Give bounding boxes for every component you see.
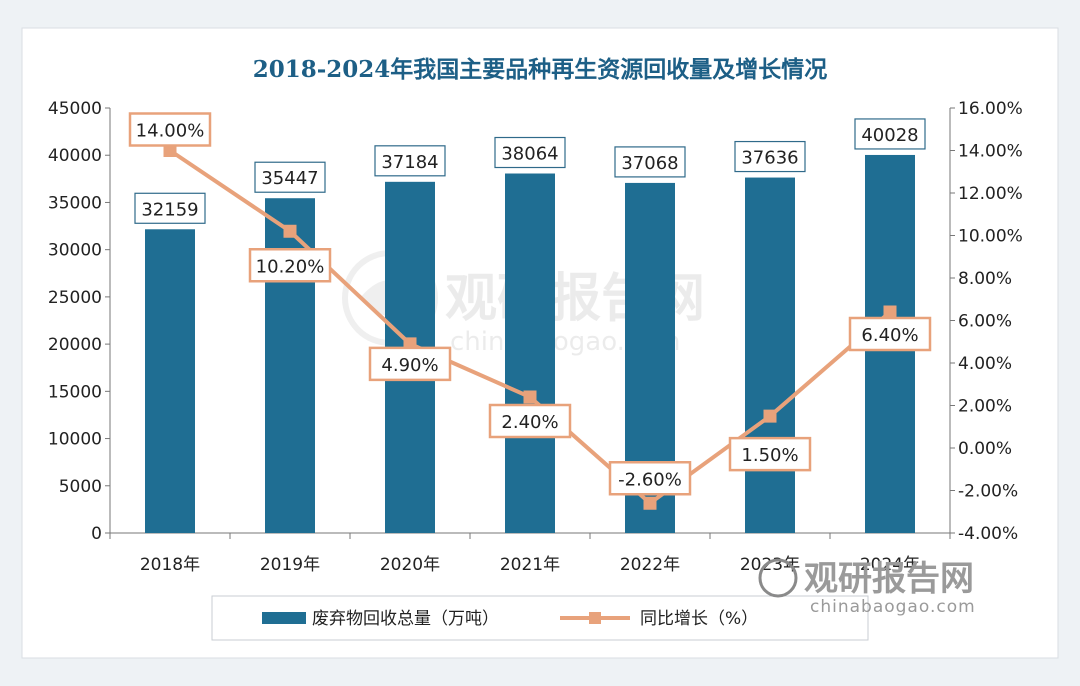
growth-data-label: -2.60%: [618, 469, 682, 490]
growth-data-label: 1.50%: [741, 445, 798, 466]
bar-data-label: 37184: [381, 152, 438, 173]
bar-data-label: 32159: [141, 199, 198, 220]
growth-data-label: 10.20%: [256, 256, 325, 277]
watermark-site-corner: chinabaogao.com: [810, 597, 976, 617]
growth-point-2022年: [643, 496, 657, 510]
y-left-tick-label: 20000: [48, 335, 102, 355]
growth-point-2018年: [163, 144, 177, 157]
watermark-brand-corner: 观研报告网: [804, 559, 974, 599]
y-right-tick-label: 6.00%: [958, 312, 1012, 332]
x-tick-label: 2024年: [860, 555, 920, 575]
growth-data-label-box: [848, 316, 932, 352]
y-right-tick-label: -2.00%: [958, 482, 1018, 502]
bar-data-label: 40028: [861, 125, 918, 146]
legend-bar-swatch: [262, 612, 306, 624]
growth-data-label-box: [728, 436, 812, 472]
growth-data-label: 6.40%: [861, 325, 918, 346]
legend: 废弃物回收总量（万吨） 同比增长（%）: [211, 595, 869, 641]
x-tick-label: 2018年: [140, 555, 200, 575]
bar-data-label-box: [854, 118, 926, 150]
y-left-tick-label: 0: [91, 524, 102, 544]
growth-point-2019年: [283, 224, 297, 238]
legend-line-label: 同比增长（%）: [640, 609, 758, 629]
y-left-tick-label: 10000: [48, 430, 102, 450]
bar-2018年: [145, 229, 195, 533]
y-left-tick-label: 15000: [48, 382, 102, 402]
x-tick-label: 2021年: [500, 555, 560, 575]
bar-data-label-box: [254, 161, 326, 193]
legend-line-marker: [589, 612, 601, 624]
growth-point-2024年: [883, 305, 897, 319]
growth-data-label-box: [368, 346, 452, 382]
bar-2021年: [505, 173, 555, 534]
growth-data-label: 14.00%: [136, 121, 205, 142]
bar-data-label-box: [134, 192, 206, 224]
bar-data-label-box: [614, 146, 686, 178]
bar-data-label: 37636: [741, 148, 798, 169]
y-left-tick-label: 35000: [48, 193, 102, 213]
bar-data-label-box: [494, 136, 566, 169]
bar-data-label-box: [734, 140, 806, 173]
x-tick-label: 2020年: [380, 555, 440, 575]
growth-data-label-box: [248, 248, 332, 283]
watermark-corner: 观研报告网 chinabaogao.com: [758, 558, 976, 617]
legend-bar-label: 废弃物回收总量（万吨）: [312, 609, 499, 629]
y-left-tick-label: 40000: [48, 146, 102, 166]
y-left-tick-label: 45000: [48, 99, 102, 119]
plot-layer: 0 5000 10000 15000 20000 25000 30000 35000 40000…: [48, 99, 1023, 575]
y-right-tick-label: 8.00%: [958, 269, 1012, 289]
y-left-tick-label: 5000: [59, 477, 102, 497]
growth-data-label-box: [128, 112, 212, 147]
y-right-tick-label: 4.00%: [958, 354, 1012, 374]
y-left-tick-label: 25000: [48, 288, 102, 308]
growth-point-2023年: [763, 409, 777, 423]
y-right-tick-label: 14.00%: [958, 142, 1023, 162]
growth-point-2021年: [523, 390, 537, 404]
bar-data-label: 37068: [621, 153, 678, 174]
y-right-tick-label: 2.00%: [958, 397, 1012, 417]
chart-title: 2018-2024年我国主要品种再生资源回收量及增长情况: [253, 56, 828, 83]
growth-data-label: 2.40%: [501, 412, 558, 433]
y-right-tick-label: -4.00%: [958, 524, 1018, 544]
y-right-tick-label: 10.00%: [958, 227, 1023, 247]
growth-data-label: 4.90%: [381, 355, 438, 376]
bar-data-label: 35447: [261, 168, 318, 189]
growth-data-label-box: [608, 461, 692, 496]
legend-box: [211, 595, 869, 641]
x-tick-label: 2019年: [260, 555, 320, 575]
y-left-tick-label: 30000: [48, 241, 102, 261]
bar-data-label: 38064: [501, 144, 558, 165]
x-tick-label: 2022年: [620, 555, 680, 575]
y-right-tick-label: 0.00%: [958, 439, 1012, 459]
bar-data-label-box: [374, 145, 446, 177]
y-right-tick-label: 16.00%: [958, 99, 1023, 119]
watermark-logo-icon: [758, 558, 798, 598]
bar-2023年: [745, 177, 795, 533]
growth-data-label-box: [488, 403, 572, 439]
y-right-tick-label: 12.00%: [958, 184, 1023, 204]
